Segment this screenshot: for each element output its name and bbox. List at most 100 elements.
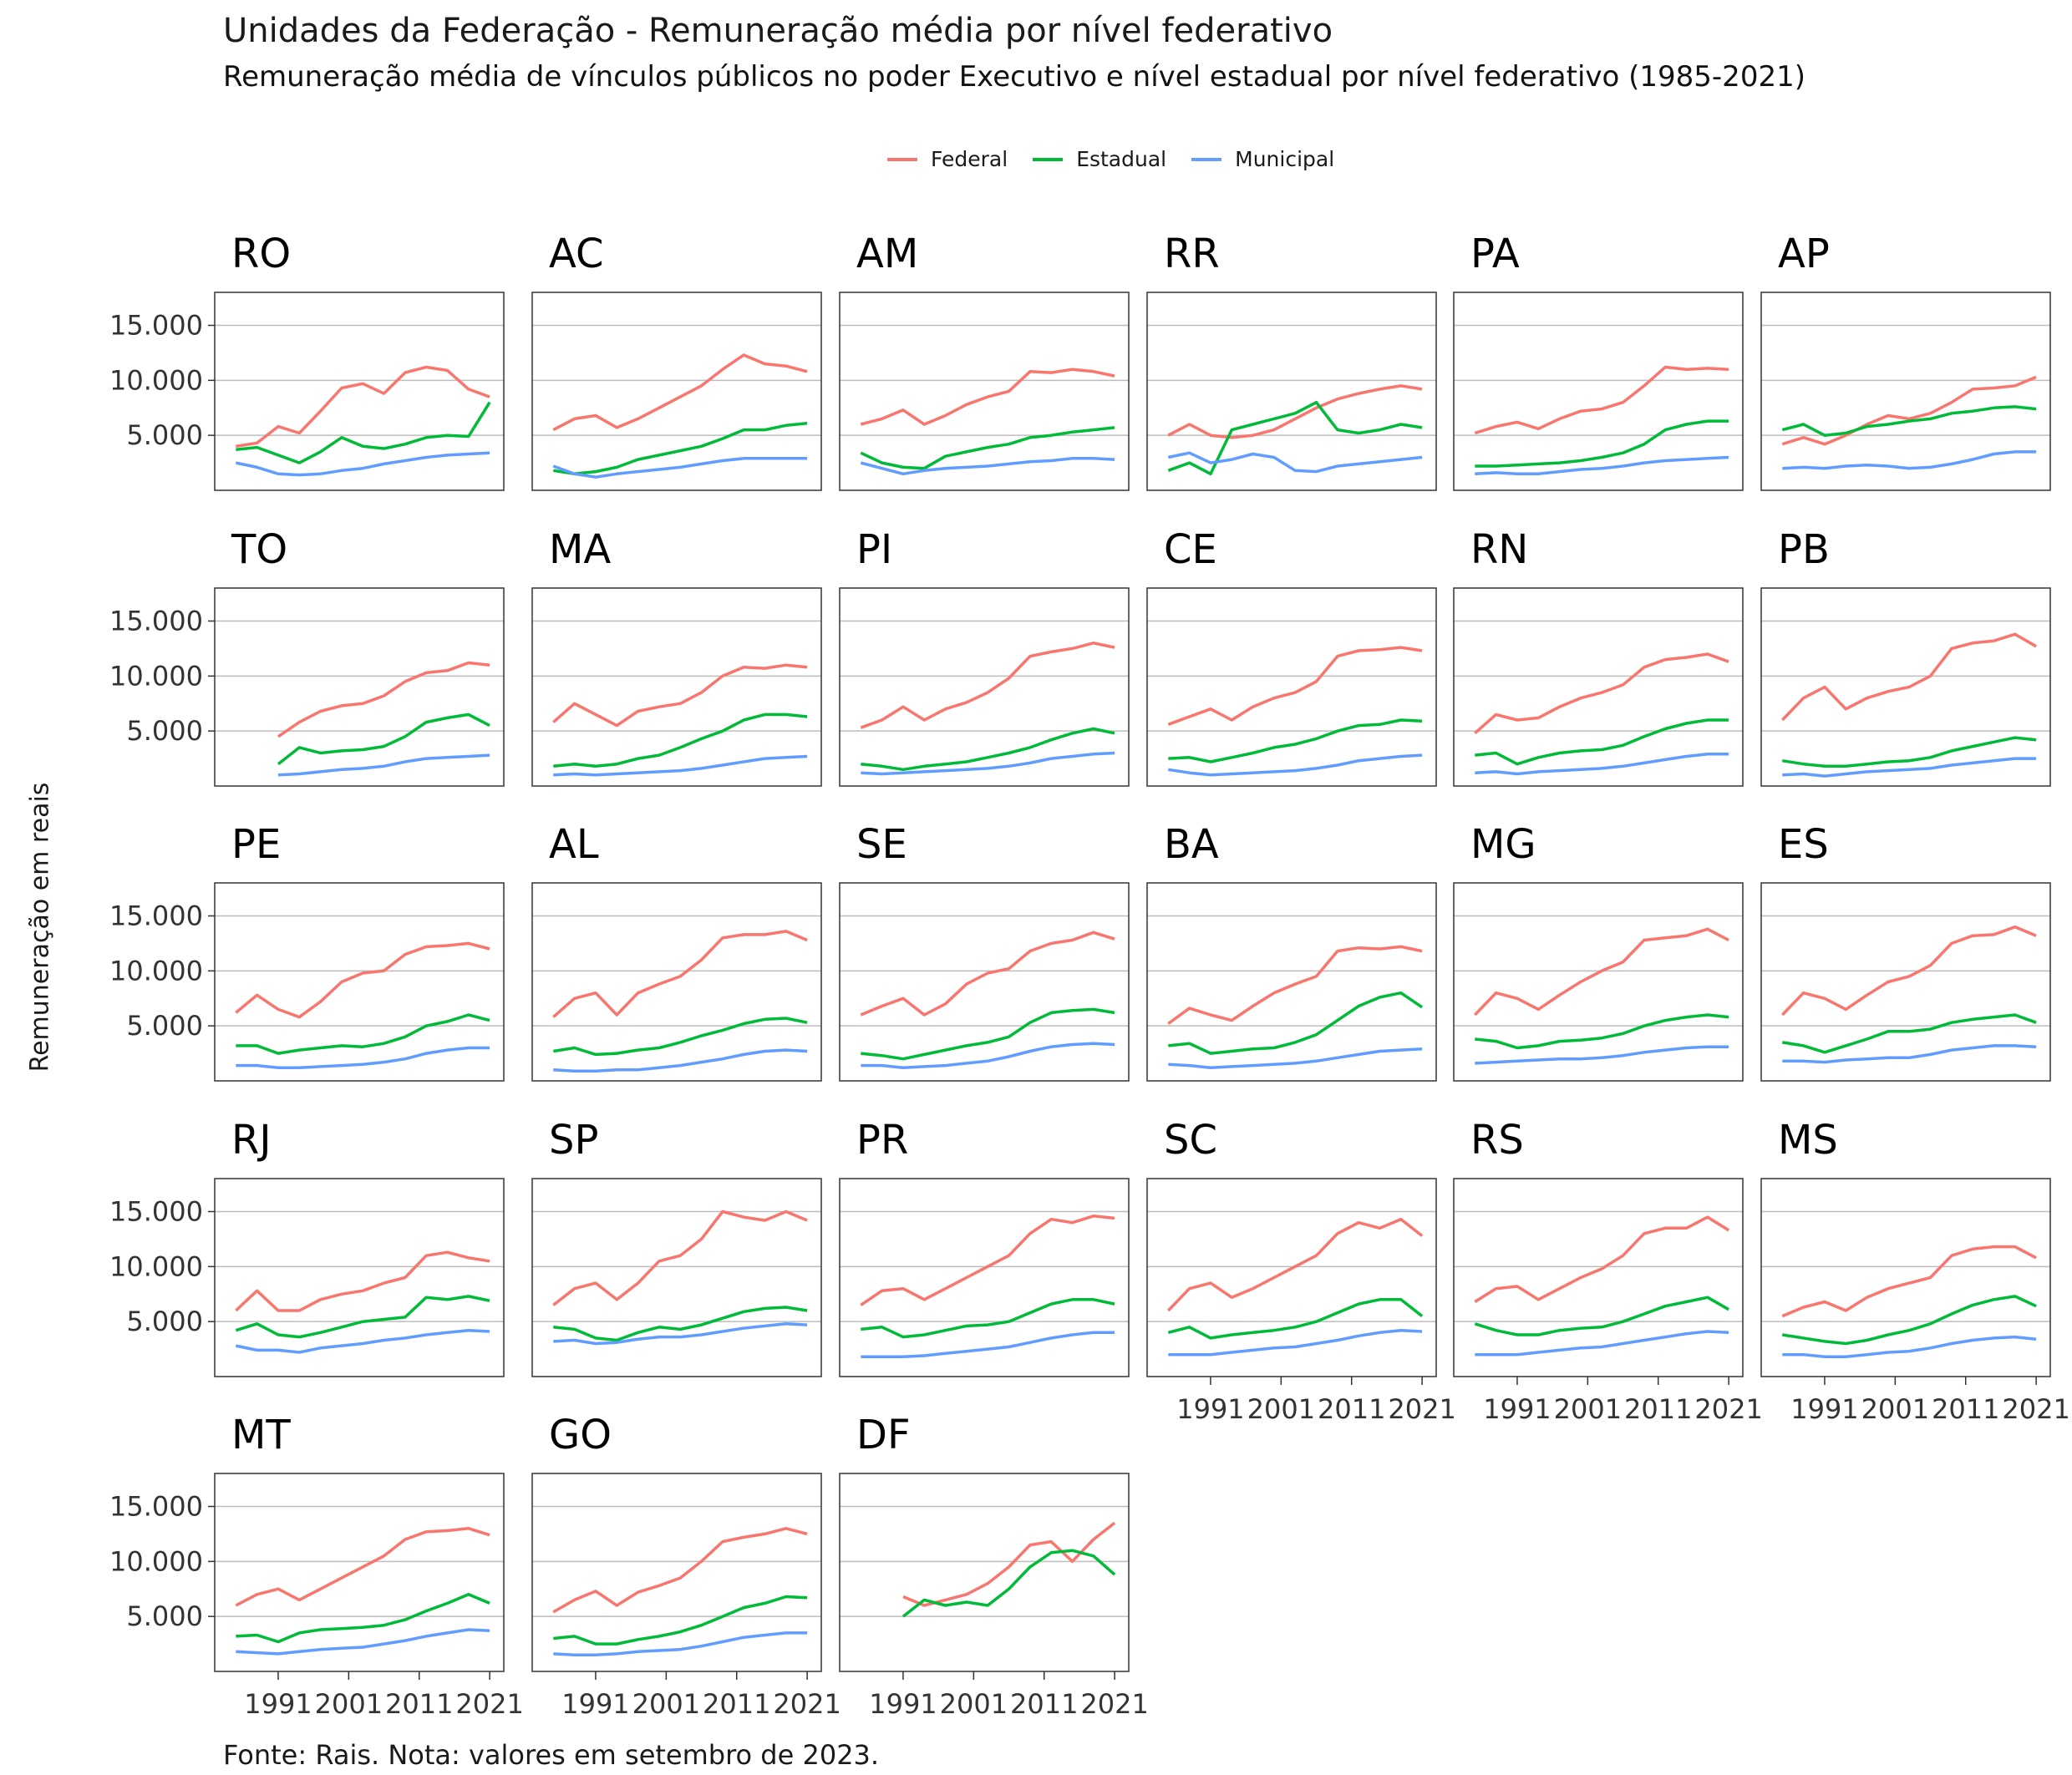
series-line-federal xyxy=(860,368,1115,426)
series-line-municipal xyxy=(1168,1328,1423,1357)
series-line-municipal xyxy=(1475,1045,1729,1065)
panel-go: GO 1991 2001 2011 2021 xyxy=(531,1412,841,1720)
series-line-municipal xyxy=(277,753,490,777)
series-line-estadual xyxy=(1475,419,1729,468)
panel-title: RS xyxy=(1470,1117,1524,1164)
panel-title: GO xyxy=(549,1412,612,1458)
series-line-estadual xyxy=(1475,718,1729,766)
series-line-municipal xyxy=(553,1322,808,1346)
series-line-estadual xyxy=(861,727,1115,772)
caption: Fonte: Rais. Nota: valores em setembro d… xyxy=(223,1739,880,1771)
series-line-municipal xyxy=(1475,1330,1729,1357)
series-line-estadual xyxy=(1782,1013,2037,1054)
panel-es: ES xyxy=(1760,821,2051,1082)
series-line-federal xyxy=(1781,925,2037,1017)
panel-pb: PB xyxy=(1760,526,2051,787)
x-tick-label: 2021 xyxy=(773,1688,840,1720)
series-line-federal xyxy=(1781,1245,2037,1318)
panel-border xyxy=(531,587,822,787)
panel-pe: PE 5.000 10.000 15.000 xyxy=(109,821,505,1082)
y-tick-label: 15.000 xyxy=(109,310,203,342)
panel-title: AP xyxy=(1778,231,1830,277)
y-tick-label: 15.000 xyxy=(109,606,203,637)
panel-rj: RJ 5.000 10.000 15.000 xyxy=(109,1117,505,1377)
x-tick-label: 2001 xyxy=(315,1688,383,1720)
x-tick-label: 2001 xyxy=(1554,1393,1622,1425)
x-tick-label: 1991 xyxy=(1176,1393,1244,1425)
panel-title: SP xyxy=(549,1117,598,1164)
series-line-federal xyxy=(860,931,1115,1017)
legend-item-federal: Federal xyxy=(887,147,1008,171)
panel-border xyxy=(1760,587,2051,787)
panel-title: RJ xyxy=(231,1117,272,1164)
panel-al: AL xyxy=(531,821,822,1082)
panel-rs: RS 1991 2001 2011 2021 xyxy=(1453,1117,1763,1425)
panel-border xyxy=(839,587,1130,787)
x-tick-label: 2011 xyxy=(1318,1393,1385,1425)
panel-am: AM xyxy=(839,231,1130,491)
series-line-municipal xyxy=(552,457,808,479)
series-line-municipal xyxy=(1475,753,1729,776)
panel-ba: BA xyxy=(1146,821,1437,1082)
series-line-federal xyxy=(860,1215,1115,1306)
series-line-municipal xyxy=(1782,450,2037,470)
x-tick-label: 2021 xyxy=(1080,1688,1148,1720)
x-tick-label: 2011 xyxy=(1932,1393,1999,1425)
series-line-federal xyxy=(236,365,490,449)
panel-border xyxy=(839,1178,1130,1377)
panel-border xyxy=(214,587,505,787)
panel-to: TO 5.000 10.000 15.000 xyxy=(109,526,505,787)
panel-title: ES xyxy=(1778,821,1829,868)
panel-border xyxy=(1146,882,1437,1082)
series-line-municipal xyxy=(236,1628,490,1656)
x-tick-label: 1991 xyxy=(1790,1393,1858,1425)
series-line-municipal xyxy=(861,1042,1115,1069)
panel-border xyxy=(1760,882,2051,1082)
series-line-estadual xyxy=(861,1298,1115,1339)
series-line-federal xyxy=(552,1527,808,1614)
panel-title: SE xyxy=(856,821,907,868)
series-line-municipal xyxy=(553,1631,808,1657)
panel-border xyxy=(214,1178,505,1377)
panel-border xyxy=(214,292,505,491)
series-line-estadual xyxy=(553,1306,808,1342)
chart-title: Unidades da Federação - Remuneração médi… xyxy=(223,12,1333,50)
panel-title: CE xyxy=(1164,526,1217,573)
series-line-municipal xyxy=(1782,757,2037,778)
series-line-federal xyxy=(1167,384,1423,439)
panel-border xyxy=(531,1473,822,1672)
panel-border xyxy=(214,882,505,1082)
series-line-estadual xyxy=(236,1593,490,1644)
x-tick-label: 2001 xyxy=(632,1688,700,1720)
panel-title: AM xyxy=(856,231,918,277)
panel-border xyxy=(839,292,1130,491)
x-tick-label: 1991 xyxy=(1483,1393,1551,1425)
panel-border xyxy=(839,882,1130,1082)
series-line-estadual xyxy=(236,1013,490,1055)
panel-ce: CE xyxy=(1146,526,1437,787)
series-line-municipal xyxy=(235,1328,490,1354)
panel-title: DF xyxy=(856,1412,911,1458)
y-tick-label: 10.000 xyxy=(109,660,203,692)
panel-title: MT xyxy=(231,1412,291,1458)
panel-mg: MG xyxy=(1453,821,1744,1082)
series-line-federal xyxy=(1474,1215,1730,1303)
panel-title: MG xyxy=(1470,821,1536,868)
series-line-federal xyxy=(235,1527,490,1607)
y-tick-label: 5.000 xyxy=(126,715,203,747)
series-line-municipal xyxy=(235,451,490,477)
series-line-federal xyxy=(1781,375,2037,446)
panel-title: PA xyxy=(1470,231,1520,277)
panel-ap: AP xyxy=(1760,231,2051,491)
series-line-estadual xyxy=(277,713,490,766)
y-tick-label: 5.000 xyxy=(126,1306,203,1337)
panel-border xyxy=(1146,292,1437,491)
series-line-municipal xyxy=(236,1046,490,1069)
series-line-municipal xyxy=(1168,1047,1423,1069)
series-line-federal xyxy=(235,941,490,1019)
series-line-estadual xyxy=(553,421,808,476)
panel-se: SE xyxy=(839,821,1130,1082)
panel-border xyxy=(1146,1178,1437,1377)
series-line-municipal xyxy=(1782,1044,2037,1064)
